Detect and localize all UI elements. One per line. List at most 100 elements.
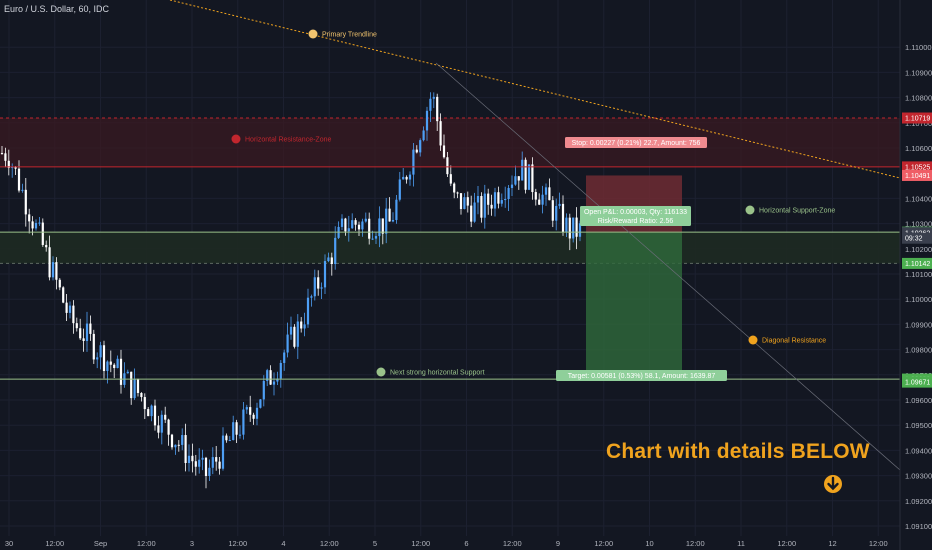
candle-body [551,200,554,221]
primary-trendline-marker[interactable] [308,29,318,39]
candle-body [211,457,214,468]
candle-body [473,202,476,222]
candle-body [531,164,534,193]
candle-body [170,434,174,448]
candle-body [160,414,163,433]
candle-body [446,157,449,175]
candle-body [228,440,231,442]
x-tick-label: 30 [5,539,13,548]
candle-body [388,208,391,222]
y-tick-label: 1.10400 [905,194,932,203]
x-tick-label: 11 [737,539,745,548]
candle-body [147,409,150,417]
candle-body [4,153,7,161]
candle-body [296,321,299,347]
candle-body [41,222,44,245]
candle-body [354,220,357,225]
price-axis[interactable]: 1.09100 1.09200 1.09300 1.09400 1.09500 1.096… [899,0,932,550]
y-tick-label: 1.09800 [905,346,932,355]
x-tick-label: 12:00 [869,539,888,548]
x-tick-label: 5 [373,539,377,548]
price-label-text: 09:32 [905,236,923,243]
horizontal-resistance-marker[interactable] [231,134,241,144]
candle-body [153,405,157,426]
candle-body [459,193,463,209]
price-label-tag [902,257,932,269]
candle-body [510,184,514,188]
horizontal-support-marker[interactable] [745,205,755,215]
candle-body [419,140,422,153]
candle-body [480,196,483,218]
x-tick-label: 12:00 [686,539,705,548]
candle-body [371,238,374,240]
x-tick-label: 3 [190,539,194,548]
y-tick-label: 1.10000 [905,295,932,304]
next-support-label: Next strong horizontal Support [390,370,485,377]
diagonal-resistance-marker[interactable] [748,335,758,345]
candle-body [368,218,371,239]
candle-body [323,261,327,288]
price-label-tag [902,112,932,124]
x-tick-label: 9 [556,539,560,548]
candle-body [136,379,140,393]
candle-body [150,405,153,417]
next-support-marker[interactable] [376,367,386,377]
diagonal-resistance-label: Diagonal Resistance [762,338,826,345]
candle-body [340,218,344,227]
candle-body [130,371,133,399]
price-axis-bg [900,0,932,550]
diagonal-resistance-line[interactable] [435,62,901,471]
price-label-text: 1.10525 [905,164,930,171]
candle-body [517,176,520,181]
x-tick-label: 12 [828,539,836,548]
candle-body [568,217,571,239]
stop-label[interactable] [565,137,707,148]
candle-body [79,328,82,339]
candle-body [463,197,466,209]
y-tick-label: 1.09300 [905,472,932,481]
target-zone[interactable] [586,232,682,380]
y-tick-label: 1.09500 [905,421,932,430]
candle-body [429,98,432,111]
candle-body [286,334,289,353]
price-label-tag [902,376,932,388]
target-label[interactable] [556,370,727,381]
candle-body [140,392,143,398]
candle-body [113,364,116,369]
open-pnl-label[interactable] [580,206,691,226]
candle-body [548,187,551,201]
candle-body [313,277,316,297]
y-tick-label: 1.09600 [905,396,932,405]
candle-body [126,371,129,374]
y-tick-label: 1.09900 [905,320,932,329]
price-label-tag [902,232,932,244]
candle-body [347,228,350,232]
candle-body [504,199,507,201]
candle-body [405,176,408,180]
candle-body [167,419,170,435]
candle-body [249,407,252,415]
candle-body [21,189,24,191]
candle-body [194,461,197,467]
candle-body [38,222,41,224]
primary-trendline[interactable] [169,0,901,179]
drawn-lines[interactable] [0,0,901,471]
y-tick-label: 1.10100 [905,270,932,279]
support-zone [0,232,900,264]
y-tick-label: 1.10800 [905,94,932,103]
candle-body [34,222,38,229]
candle-body [266,370,269,381]
candlestick-series [0,92,582,489]
candle-body [432,96,435,99]
candle-body [385,208,388,234]
time-axis[interactable]: 30 12:00 Sep 12:00 3 12:00 4 12:00 5 12:00 6 12:00 9… [5,539,888,548]
chart-annotations[interactable]: Primary Trendline Horizontal Resistance-Z… [231,29,836,382]
candle-body [327,257,330,262]
candle-body [449,174,452,184]
y-tick-label: 1.09400 [905,446,932,455]
candle-body [204,457,208,477]
x-tick-label: Sep [94,539,107,548]
candle-body [527,164,531,190]
candle-body [500,200,503,204]
